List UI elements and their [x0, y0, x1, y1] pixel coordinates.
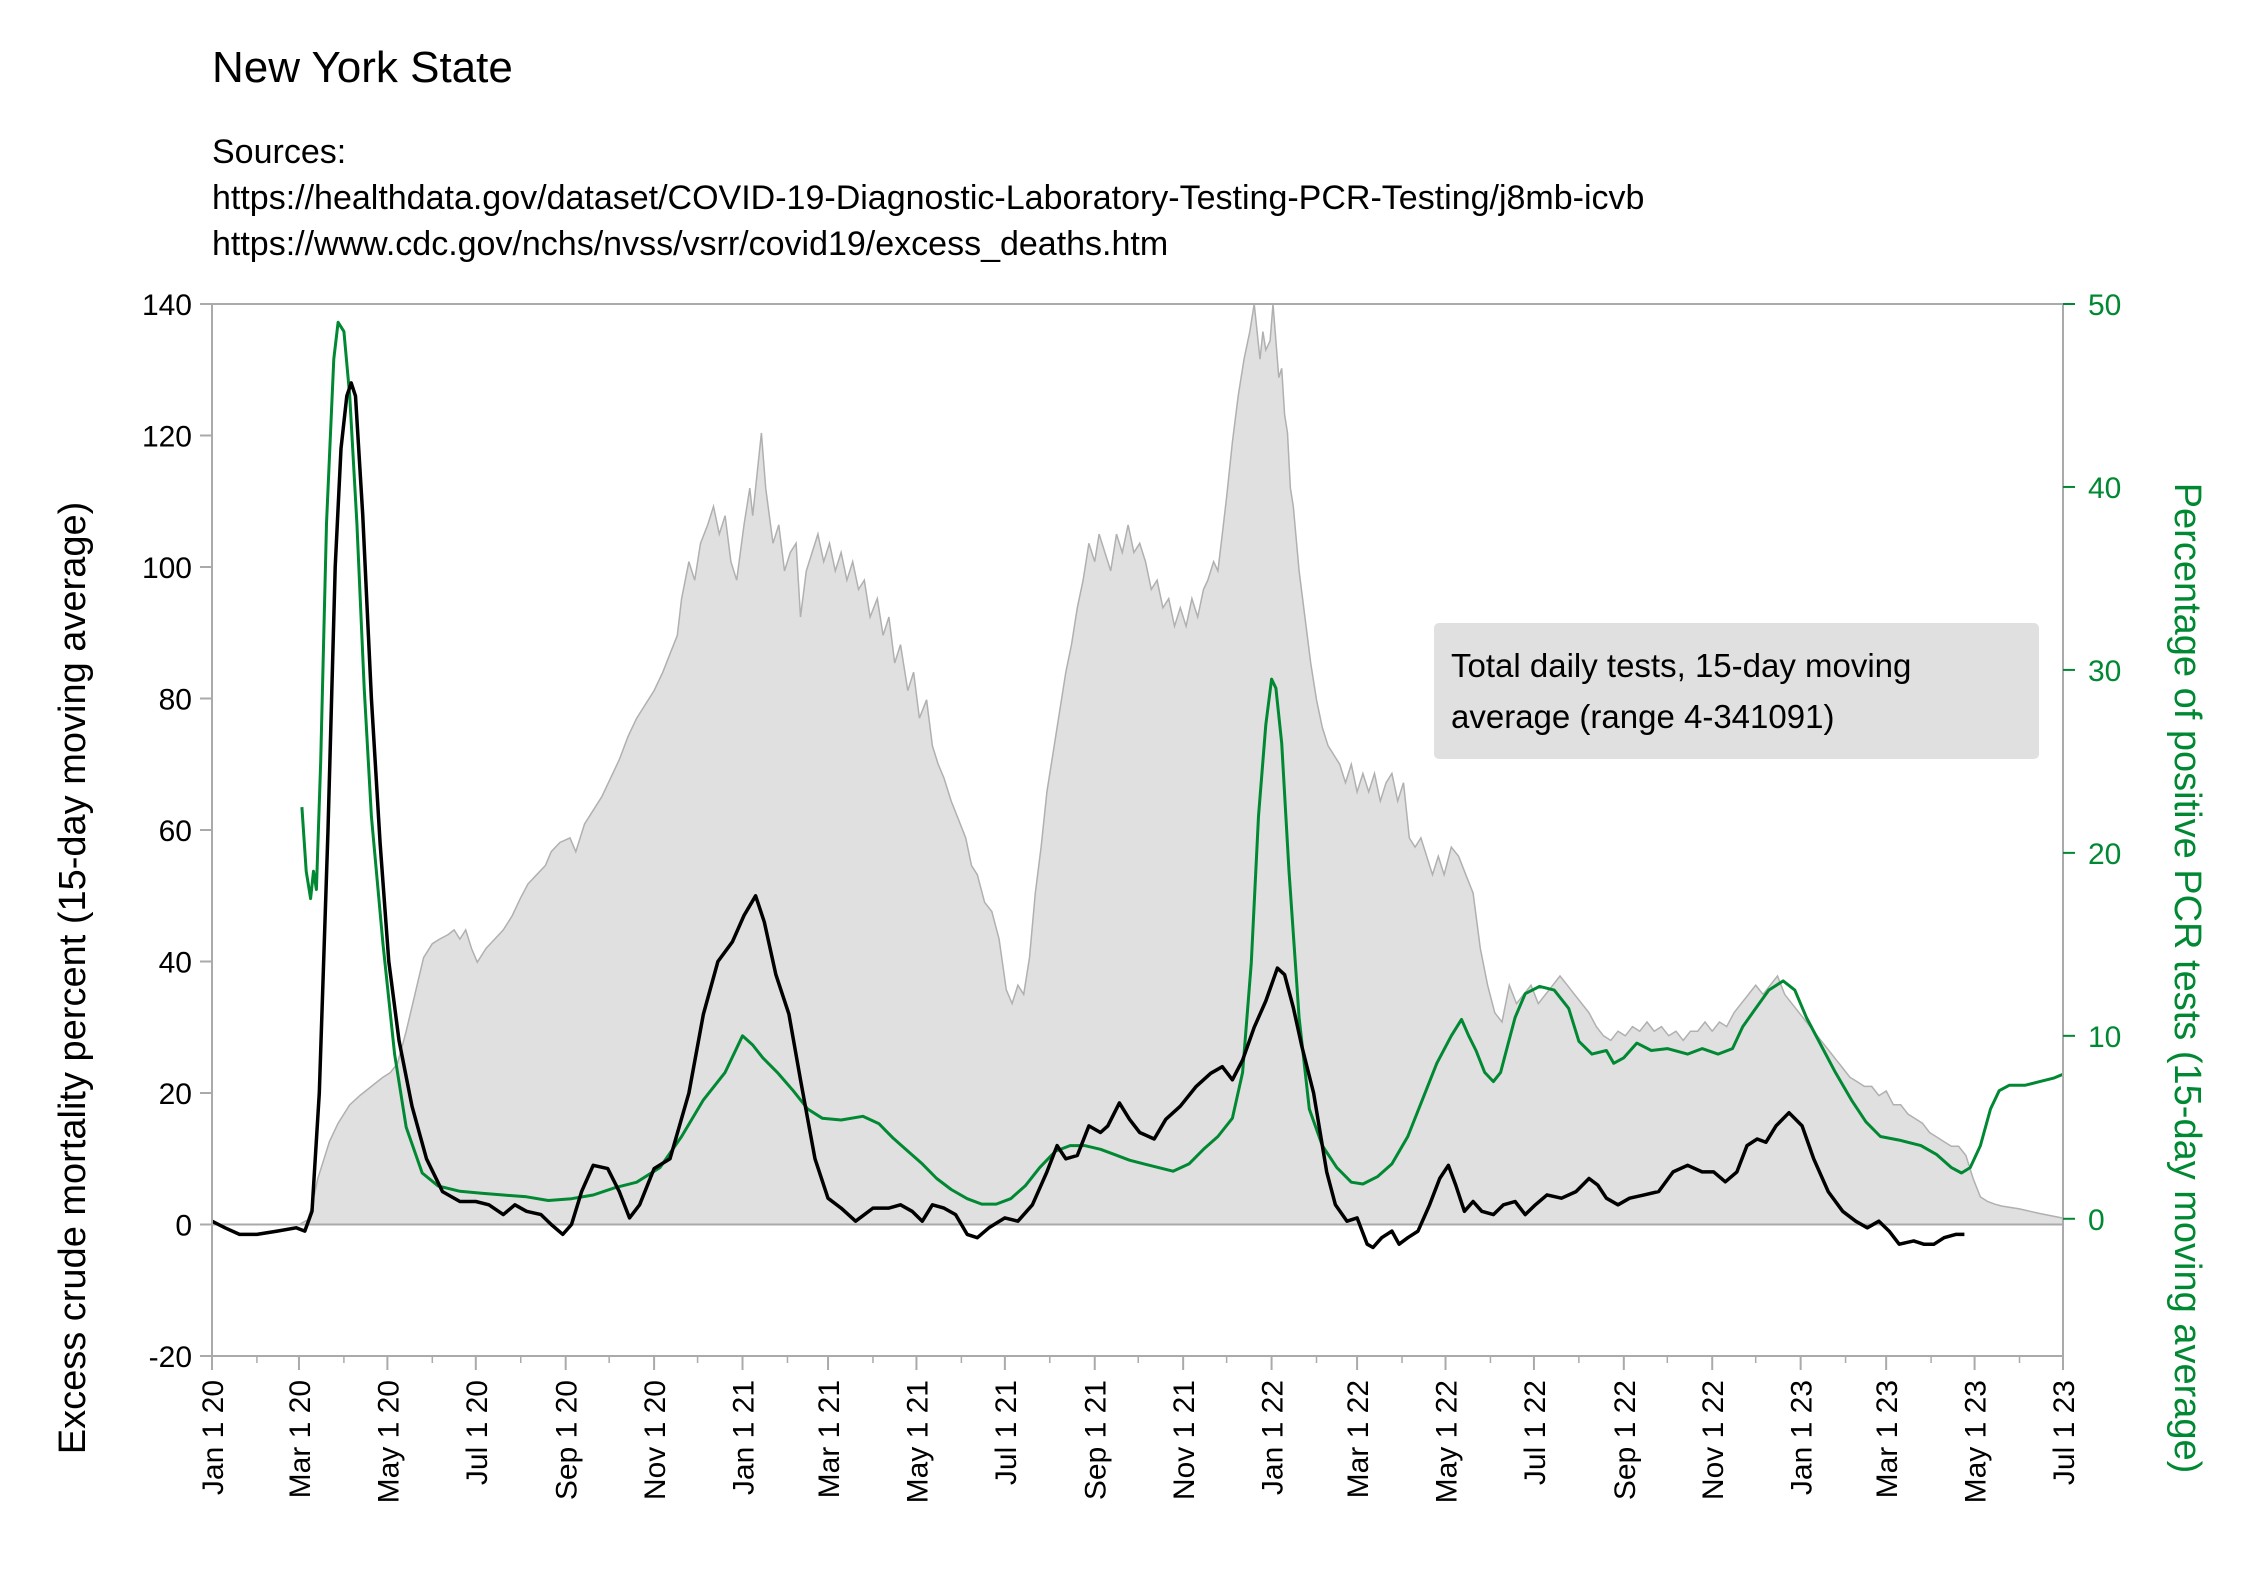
y-left-tick-label: 20 [159, 1078, 192, 1111]
legend-box: Total daily tests, 15-day moving average… [1434, 623, 2039, 759]
y-left-tick-label: 80 [159, 684, 192, 717]
tests-area-layer [298, 303, 2064, 1226]
legend-line-2: average (range 4-341091) [1451, 698, 1834, 735]
chart-title: New York State [212, 43, 513, 92]
tests-area [298, 303, 2064, 1226]
positivity-line-layer [300, 320, 2064, 1206]
x-tick-label: Jan 1 23 [1786, 1380, 1819, 1495]
y-right-tick-label: 0 [2088, 1204, 2105, 1237]
sources-heading: Sources: [212, 133, 346, 171]
y-right-tick-label: 10 [2088, 1021, 2121, 1054]
mortality-line-layer [211, 381, 1965, 1250]
y-right-tick-label: 20 [2088, 838, 2121, 871]
x-tick-label: Jul 1 20 [461, 1380, 494, 1485]
x-tick-label: May 1 22 [1431, 1380, 1464, 1503]
y-right-tick-label: 40 [2088, 472, 2121, 505]
x-tick-label: Sep 1 20 [551, 1380, 584, 1500]
x-tick-label: Jan 1 20 [197, 1380, 230, 1495]
x-tick-label: Nov 1 20 [639, 1380, 672, 1500]
y-right-tick-label: 30 [2088, 655, 2121, 688]
x-tick-label: May 1 20 [372, 1380, 405, 1503]
x-tick-label: Nov 1 21 [1168, 1380, 1201, 1500]
x-tick-label: May 1 21 [902, 1380, 935, 1503]
source-line-2: https://www.cdc.gov/nchs/nvss/vsrr/covid… [212, 225, 1168, 263]
legend-background [1434, 623, 2039, 759]
y-axis-left-label: Excess crude mortality percent (15-day m… [52, 502, 94, 1455]
y-axis-right-label: Percentage of positive PCR tests (15-day… [2166, 483, 2208, 1474]
mortality-line [211, 381, 1965, 1250]
x-tick-label: Jan 1 21 [728, 1380, 761, 1495]
source-line-1: https://healthdata.gov/dataset/COVID-19-… [212, 179, 1644, 217]
y-left-tick-label: 100 [142, 552, 192, 585]
x-tick-label: Mar 1 20 [284, 1380, 317, 1498]
y-left-tick-label: 0 [175, 1210, 192, 1243]
x-tick-label: Nov 1 22 [1697, 1380, 1730, 1500]
x-tick-label: Jul 1 21 [990, 1380, 1023, 1485]
y-right-tick-label: 50 [2088, 289, 2121, 322]
x-tick-label: Jul 1 23 [2048, 1380, 2081, 1485]
x-tick-label: Mar 1 23 [1871, 1380, 1904, 1498]
x-tick-label: Jan 1 22 [1257, 1380, 1290, 1495]
axes-layer: -20 0 20 40 60 80 100 120 140 0 10 20 30 40 50 Jan 1 20… [142, 289, 2121, 1503]
x-tick-label: Sep 1 21 [1080, 1380, 1113, 1500]
x-tick-label: Sep 1 22 [1609, 1380, 1642, 1500]
y-left-tick-label: 140 [142, 289, 192, 322]
y-left-tick-label: -20 [149, 1341, 192, 1374]
x-tick-label: Mar 1 22 [1342, 1380, 1375, 1498]
legend-line-1: Total daily tests, 15-day moving [1451, 647, 1911, 684]
x-tick-label: Mar 1 21 [813, 1380, 846, 1498]
x-tick-label: Jul 1 22 [1519, 1380, 1552, 1485]
y-left-tick-label: 60 [159, 815, 192, 848]
y-left-tick-label: 120 [142, 421, 192, 454]
x-tick-label: May 1 23 [1960, 1380, 1993, 1503]
positivity-line [300, 320, 2064, 1206]
y-left-tick-label: 40 [159, 947, 192, 980]
